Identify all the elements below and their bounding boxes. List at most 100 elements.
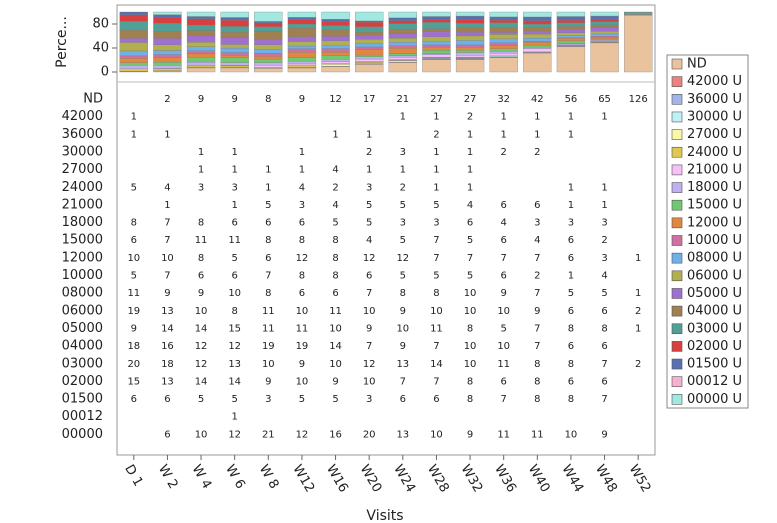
table-value: 5 — [400, 200, 406, 211]
bar-segment — [186, 53, 216, 58]
bar-segment — [489, 27, 518, 33]
bar-segment — [220, 67, 249, 73]
bar-segment — [489, 16, 518, 21]
table-value: 32 — [497, 94, 510, 105]
x-tick-label: W20 — [357, 462, 385, 495]
bar-segment — [153, 65, 182, 69]
table-value: 8 — [467, 376, 473, 387]
table-value: 10 — [396, 323, 409, 334]
table-value: 10 — [363, 376, 376, 387]
table-value: 14 — [228, 376, 241, 387]
table-value: 1 — [568, 112, 574, 123]
table-value: 5 — [198, 394, 204, 405]
table-value: 5 — [601, 288, 607, 299]
legend-swatch — [671, 394, 683, 405]
table-value: 27 — [464, 94, 477, 105]
bar-segment — [489, 42, 518, 46]
bar-segment — [388, 20, 417, 24]
legend-box — [666, 54, 749, 409]
bar-segment — [489, 19, 518, 23]
table-value: 16 — [161, 341, 174, 352]
table-value: 1 — [131, 129, 137, 140]
table-value: 7 — [534, 341, 540, 352]
row-label: ND — [83, 92, 103, 107]
row-label: 27000 — [62, 162, 103, 177]
bar-segment — [220, 17, 249, 21]
table-value: 1 — [601, 200, 607, 211]
bar-segment — [422, 54, 451, 58]
table-value: 11 — [195, 235, 208, 246]
legend-label: 12000 U — [687, 215, 742, 230]
bar-segment — [355, 54, 384, 57]
table-value: 6 — [232, 218, 238, 229]
row-label: 02000 — [62, 374, 103, 389]
table-value: 1 — [232, 147, 238, 158]
table-value: 5 — [400, 271, 406, 282]
table-value: 5 — [433, 200, 439, 211]
table-value: 6 — [265, 218, 271, 229]
table-value: 3 — [198, 182, 204, 193]
legend-label: 05000 U — [687, 286, 742, 301]
bar-segment — [523, 30, 552, 35]
table-value: 1 — [568, 271, 574, 282]
table-value: 5 — [467, 271, 473, 282]
bar-segment — [321, 55, 350, 60]
bar-segment — [220, 26, 249, 33]
table-value: 3 — [366, 182, 372, 193]
table-value: 12 — [329, 94, 342, 105]
bar-segment — [489, 38, 518, 44]
bar-segment — [153, 54, 182, 58]
table-value: 42 — [531, 94, 544, 105]
table-value: 13 — [161, 306, 174, 317]
table-value: 12 — [296, 429, 309, 440]
table-value: 3 — [265, 394, 271, 405]
bar-segment — [355, 35, 384, 40]
table-value: 5 — [299, 394, 305, 405]
x-tick-label: W40 — [525, 462, 553, 495]
table-value: 20 — [127, 359, 140, 370]
bar-segment — [422, 47, 451, 51]
table-value: 6 — [299, 288, 305, 299]
bar-segment — [254, 22, 283, 27]
bar-segment — [287, 41, 317, 47]
x-tick-label: W12 — [289, 462, 317, 495]
bar-segment — [287, 67, 317, 73]
table-value: 8 — [198, 218, 204, 229]
x-tick-label: W36 — [491, 462, 519, 495]
legend-label: 30000 U — [687, 109, 742, 124]
bar-segment — [455, 15, 485, 20]
bar-segment — [523, 52, 552, 73]
table-value: 8 — [568, 359, 574, 370]
bar-segment — [422, 28, 451, 32]
bar-segment — [523, 33, 552, 39]
table-value: 8 — [534, 359, 540, 370]
table-value: 2 — [501, 147, 507, 158]
table-value: 5 — [232, 394, 238, 405]
table-value: 7 — [501, 253, 507, 264]
bar-segment — [523, 48, 552, 52]
table-value: 5 — [568, 288, 574, 299]
table-value: 12 — [296, 253, 309, 264]
table-value: 4 — [332, 165, 338, 176]
bar-segment — [153, 57, 182, 63]
table-value: 6 — [198, 271, 204, 282]
bar-segment — [287, 11, 317, 18]
table-value: 10 — [262, 359, 275, 370]
table-value: 7 — [601, 359, 607, 370]
bar-segment — [523, 45, 552, 48]
bar-segment — [220, 11, 249, 18]
table-value: 10 — [127, 253, 140, 264]
bar-segment — [556, 43, 586, 46]
table-value: 1 — [534, 112, 540, 123]
table-value: 12 — [195, 341, 208, 352]
table-value: 8 — [265, 288, 271, 299]
bar-segment — [287, 27, 317, 37]
table-value: 3 — [400, 147, 406, 158]
legend-swatch — [671, 111, 683, 123]
table-value: 6 — [601, 306, 607, 317]
bar-segment — [556, 11, 586, 17]
table-value: 5 — [467, 235, 473, 246]
table-value: 8 — [198, 253, 204, 264]
table-value: 4 — [366, 235, 372, 246]
